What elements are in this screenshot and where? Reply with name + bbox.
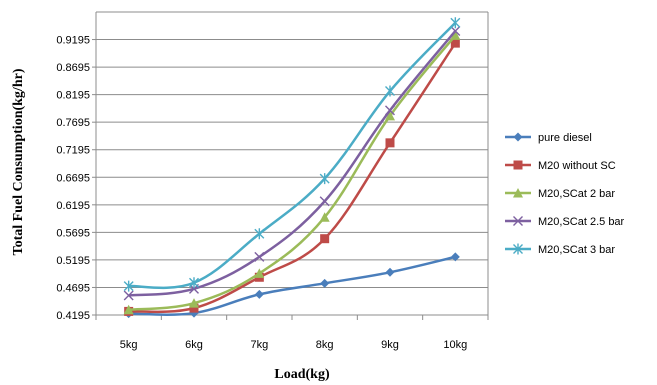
series-m20-scat-2-bar xyxy=(123,30,461,315)
x-tick-label: 8kg xyxy=(316,339,334,351)
series-m20-scat-3-bar xyxy=(123,17,461,292)
data-point xyxy=(320,234,330,244)
y-tick-label: 0.4195 xyxy=(56,310,90,322)
y-tick-label: 0.9195 xyxy=(56,35,90,47)
data-point xyxy=(385,105,395,116)
series-layer xyxy=(123,17,461,319)
data-point xyxy=(123,304,134,315)
x-tick-label: 7kg xyxy=(250,339,268,351)
legend-swatch-marker xyxy=(513,243,523,255)
y-tick-label: 0.7195 xyxy=(56,145,90,157)
x-tick-label: 5kg xyxy=(120,339,138,351)
legend-item: M20,SCat 2 bar xyxy=(505,188,615,200)
legend-item: M20,SCat 2.5 bar xyxy=(505,216,625,228)
data-point xyxy=(450,26,461,37)
legend-label: M20,SCat 2.5 bar xyxy=(538,216,625,228)
data-point xyxy=(385,138,395,148)
y-axis-label: Total Fuel Consumption(kg/hr) xyxy=(11,68,26,255)
series-m20-scat-2-5-bar xyxy=(123,26,461,301)
legend: pure diesel M20 without SC M20,SCat 2 bar M… xyxy=(505,132,625,256)
legend-item: M20 without SC xyxy=(505,160,616,172)
legend-swatch-marker xyxy=(513,132,523,142)
data-point xyxy=(319,173,330,185)
legend-swatch-marker xyxy=(513,160,523,170)
data-point xyxy=(123,280,134,292)
data-point xyxy=(189,298,199,308)
y-tick-label: 0.8695 xyxy=(56,62,90,74)
y-tick-label: 0.7695 xyxy=(56,117,90,129)
data-point xyxy=(254,289,264,299)
axes xyxy=(95,11,489,316)
y-tick-label: 0.4695 xyxy=(56,282,90,294)
data-point xyxy=(189,277,199,289)
data-point xyxy=(319,212,330,222)
y-tick-label: 0.5695 xyxy=(56,227,90,239)
data-point xyxy=(319,196,330,207)
legend-label: M20,SCat 2 bar xyxy=(538,188,615,200)
data-point xyxy=(385,267,395,277)
x-axis-label: Load(kg) xyxy=(274,367,330,382)
legend-item: M20,SCat 3 bar xyxy=(505,243,615,256)
gridlines xyxy=(96,39,488,288)
series-line xyxy=(128,255,456,316)
legend-item: pure diesel xyxy=(505,132,592,144)
series-line xyxy=(128,21,457,290)
x-tick-label: 10kg xyxy=(443,339,467,351)
data-point xyxy=(450,17,461,29)
data-point xyxy=(320,278,330,288)
data-point xyxy=(123,290,134,301)
data-point xyxy=(385,110,395,121)
data-point xyxy=(450,30,461,40)
data-point xyxy=(254,228,265,240)
y-tick-label: 0.6195 xyxy=(56,200,90,212)
x-tick-label: 9kg xyxy=(381,339,399,351)
series-line xyxy=(128,30,457,297)
data-point xyxy=(254,268,265,278)
legend-label: M20 without SC xyxy=(538,160,616,172)
data-point xyxy=(450,252,460,262)
y-tick-label: 0.6695 xyxy=(56,172,90,184)
x-tick-label: 6kg xyxy=(185,339,203,351)
x-axis-ticks: 5kg 6kg 7kg 8kg 9kg 10kg xyxy=(95,315,489,351)
data-point xyxy=(385,85,395,97)
y-tick-label: 0.8195 xyxy=(56,90,90,102)
y-axis-ticks: 0.4195 0.4695 0.5195 0.5695 0.6195 0.6695 0.71… xyxy=(56,35,96,322)
legend-swatch-marker xyxy=(513,188,523,198)
y-tick-label: 0.5195 xyxy=(56,255,90,267)
data-point xyxy=(189,303,199,313)
legend-label: pure diesel xyxy=(538,132,592,144)
legend-swatch-marker xyxy=(513,216,523,226)
data-point xyxy=(254,251,265,262)
data-point xyxy=(450,38,460,48)
legend-label: M20,SCat 3 bar xyxy=(538,244,615,256)
